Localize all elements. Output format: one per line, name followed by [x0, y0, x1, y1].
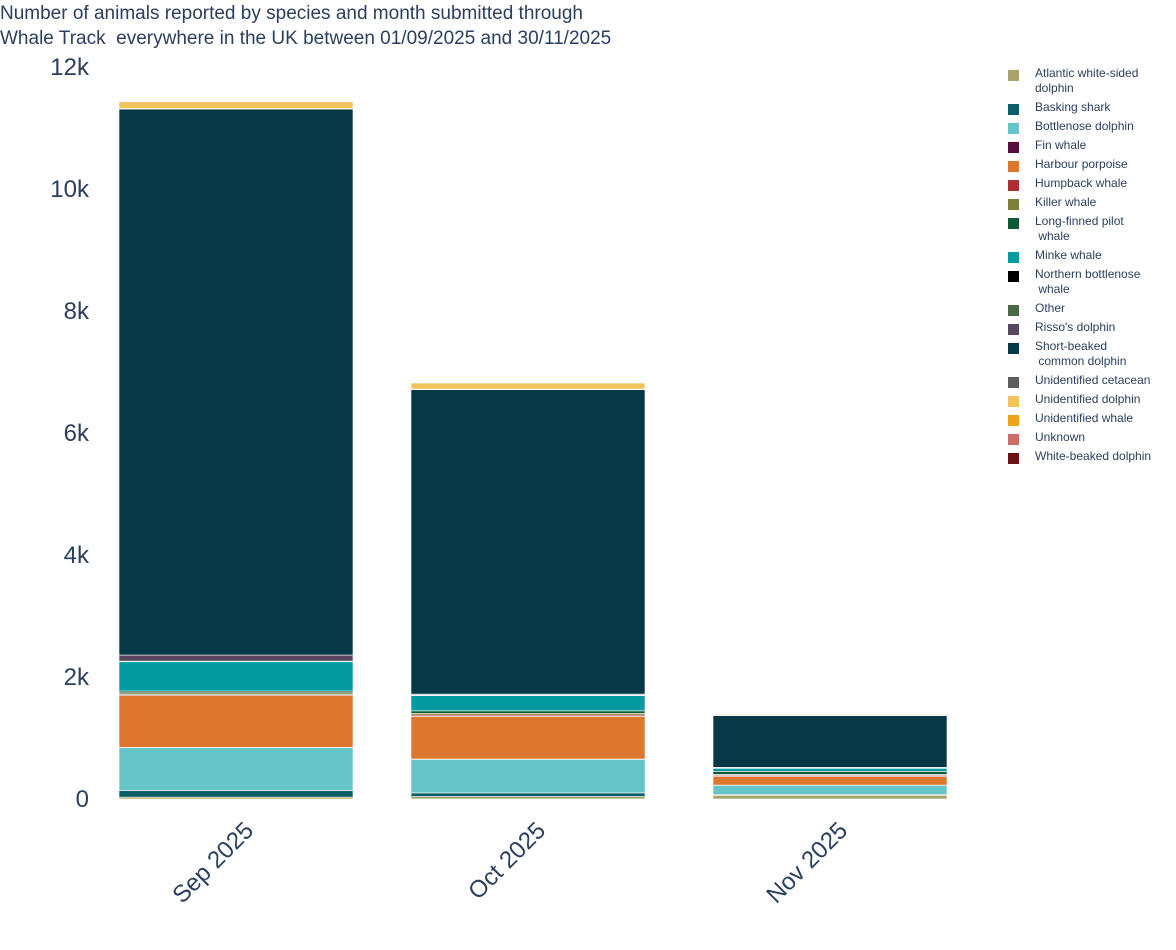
chart-title-line-1: Number of animals reported by species an… — [0, 3, 583, 24]
bar-segment[interactable] — [410, 796, 646, 800]
legend-label: Unidentified dolphin — [1035, 392, 1141, 406]
y-tick-label: 4k — [64, 542, 90, 569]
y-tick-label: 10k — [50, 176, 90, 203]
bar-segment[interactable] — [410, 382, 646, 390]
legend-item[interactable]: Unidentified cetacean — [1008, 373, 1173, 388]
bar-segment[interactable] — [118, 790, 354, 798]
x-tick-label: Nov 2025 — [761, 817, 853, 909]
x-tick-label: Oct 2025 — [463, 817, 551, 905]
bar-segment[interactable] — [410, 710, 646, 714]
legend-item[interactable]: Risso's dolphin — [1008, 320, 1173, 335]
bar-segment[interactable] — [410, 389, 646, 695]
legend-item[interactable]: Short-beaked common dolphin — [1008, 339, 1173, 369]
bar-segment[interactable] — [118, 101, 354, 109]
chart-title-line-2: Whale Track everywhere in the UK between… — [0, 28, 612, 49]
legend-swatch — [1008, 434, 1019, 445]
legend-label: Long-finned pilot whale — [1035, 214, 1124, 243]
legend-swatch — [1008, 415, 1019, 426]
bar-segment[interactable] — [712, 776, 948, 786]
legend-item[interactable]: Fin whale — [1008, 138, 1173, 153]
bar-segment[interactable] — [712, 771, 948, 775]
legend-item[interactable]: Other — [1008, 301, 1173, 316]
legend-label: Minke whale — [1035, 248, 1102, 262]
bar-segment[interactable] — [118, 661, 354, 692]
legend-swatch — [1008, 123, 1019, 134]
stacked-bar-plot: 0 2k 4k 6k 8k 10k 12k Sep 2025 Oct 2025 Nov 2025 — [50, 54, 948, 909]
bar-segment[interactable] — [118, 747, 354, 791]
legend-label: Short-beaked common dolphin — [1035, 339, 1127, 368]
legend-swatch — [1008, 180, 1019, 191]
legend-item[interactable]: Killer whale — [1008, 195, 1173, 210]
legend-label: Harbour porpoise — [1035, 157, 1128, 171]
bar-segment[interactable] — [118, 695, 354, 748]
y-tick-label: 12k — [50, 54, 90, 81]
legend-swatch — [1008, 70, 1019, 81]
legend-swatch — [1008, 104, 1019, 115]
bar-segment[interactable] — [410, 695, 646, 712]
bar-segment[interactable] — [712, 715, 948, 768]
bar-segment[interactable] — [118, 654, 354, 662]
bar-segment[interactable] — [410, 792, 646, 797]
legend-item[interactable]: Atlantic white-sided dolphin — [1008, 66, 1173, 96]
bar-segment[interactable] — [410, 716, 646, 760]
bar-stack-nov-2025 — [712, 713, 948, 800]
bar-segment[interactable] — [118, 108, 354, 656]
legend-label: Atlantic white-sided dolphin — [1035, 66, 1139, 95]
legend-swatch — [1008, 324, 1019, 335]
legend-swatch — [1008, 377, 1019, 388]
legend-swatch — [1008, 453, 1019, 464]
legend-swatch — [1008, 252, 1019, 263]
legend: Atlantic white-sided dolphin Basking shar… — [1008, 66, 1173, 468]
legend-swatch — [1008, 218, 1019, 229]
legend-swatch — [1008, 343, 1019, 354]
legend-label: Humpback whale — [1035, 176, 1128, 190]
chart-title: Number of animals reported by species an… — [0, 1, 820, 51]
legend-item[interactable]: White-beaked dolphin — [1008, 449, 1173, 464]
legend-item[interactable]: Basking shark — [1008, 100, 1173, 115]
x-tick-label: Sep 2025 — [167, 817, 259, 909]
legend-label: Unidentified whale — [1035, 411, 1134, 425]
legend-item[interactable]: Long-finned pilot whale — [1008, 214, 1173, 244]
legend-swatch — [1008, 271, 1019, 282]
legend-label: Bottlenose dolphin — [1035, 119, 1134, 133]
legend-label: Fin whale — [1035, 138, 1087, 152]
legend-item[interactable]: Bottlenose dolphin — [1008, 119, 1173, 134]
legend-item[interactable]: Unknown — [1008, 430, 1173, 445]
bar-segment[interactable] — [712, 784, 948, 795]
legend-item[interactable]: Humpback whale — [1008, 176, 1173, 191]
bar-segment[interactable] — [712, 795, 948, 800]
legend-item[interactable]: Unidentified whale — [1008, 411, 1173, 426]
legend-swatch — [1008, 199, 1019, 210]
legend-item[interactable]: Harbour porpoise — [1008, 157, 1173, 172]
legend-swatch — [1008, 396, 1019, 407]
y-tick-label: 8k — [64, 298, 90, 325]
legend-swatch — [1008, 142, 1019, 153]
legend-label: Unknown — [1035, 430, 1086, 444]
legend-item[interactable]: Minke whale — [1008, 248, 1173, 263]
bar-segment[interactable] — [712, 768, 948, 772]
legend-label: Basking shark — [1035, 100, 1111, 114]
legend-item[interactable]: Unidentified dolphin — [1008, 392, 1173, 407]
bar-segment[interactable] — [410, 759, 646, 794]
bar-stack-oct-2025 — [410, 381, 646, 800]
legend-label: Other — [1035, 301, 1066, 315]
y-tick-label: 6k — [64, 420, 90, 447]
legend-swatch — [1008, 161, 1019, 172]
legend-swatch — [1008, 305, 1019, 316]
y-tick-label: 2k — [64, 664, 90, 691]
legend-label: Killer whale — [1035, 195, 1097, 209]
legend-label: White-beaked dolphin — [1035, 449, 1152, 463]
legend-label: Unidentified cetacean — [1035, 373, 1151, 387]
bar-stack-sep-2025 — [118, 100, 354, 800]
legend-item[interactable]: Northern bottlenose whale — [1008, 267, 1173, 297]
y-tick-label: 0 — [76, 786, 89, 813]
legend-label: Northern bottlenose whale — [1035, 267, 1141, 296]
legend-label: Risso's dolphin — [1035, 320, 1116, 334]
